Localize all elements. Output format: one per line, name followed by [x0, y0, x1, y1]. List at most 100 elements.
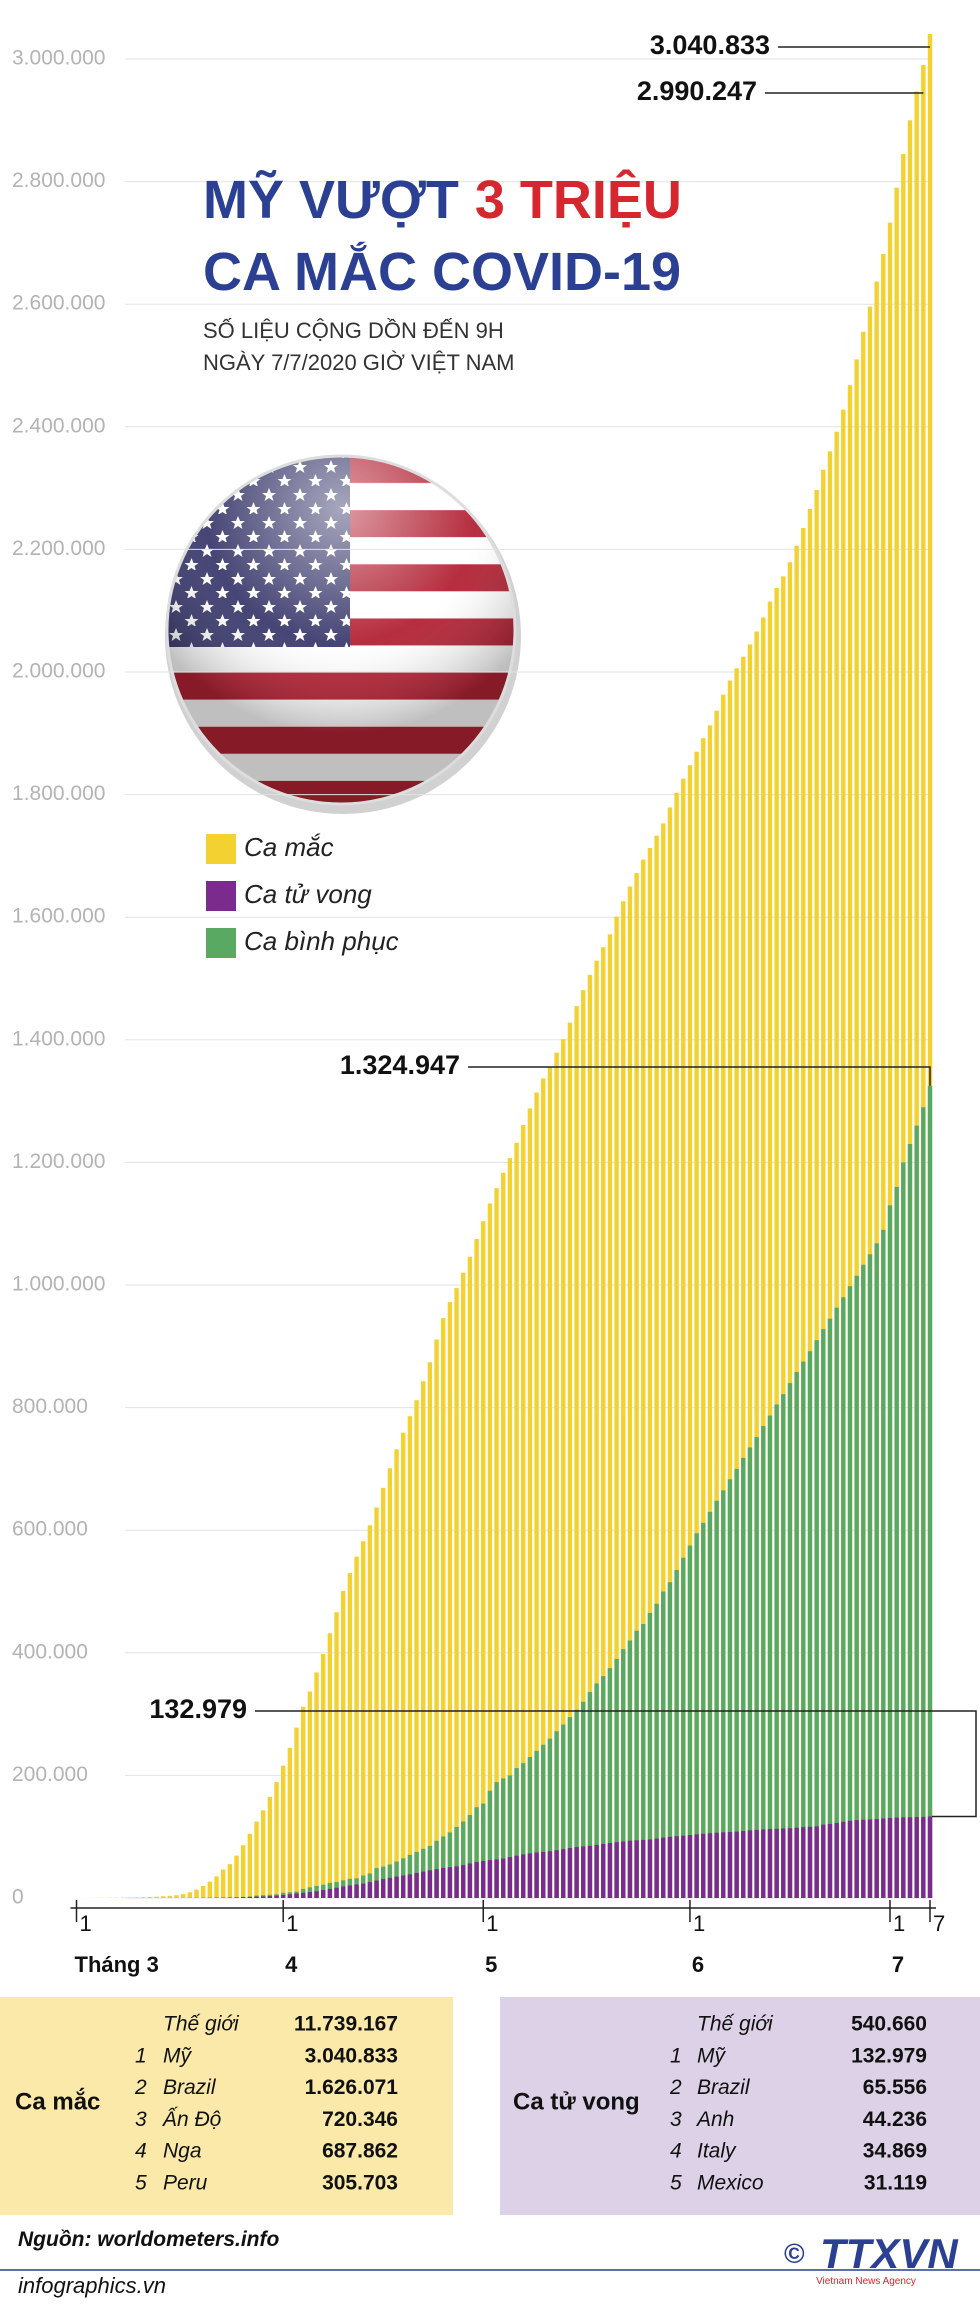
table-cell: 3 [135, 2108, 147, 2131]
bar [854, 1820, 858, 1898]
bar [928, 1816, 932, 1898]
bar [814, 1826, 818, 1898]
bar [881, 1818, 885, 1898]
bar [614, 1842, 618, 1898]
bar [421, 1381, 425, 1898]
table-cell: 5 [135, 2171, 147, 2194]
bar [354, 1884, 358, 1898]
y-tick-label: 800.000 [12, 1395, 88, 1418]
bar [794, 1372, 798, 1898]
legend-label: Ca mắc [244, 832, 334, 862]
bar [868, 1254, 872, 1898]
bar [548, 1851, 552, 1898]
y-tick-label: 1.000.000 [12, 1273, 105, 1296]
bar [768, 1416, 772, 1898]
bar [234, 1856, 238, 1898]
y-tick-label: 1.600.000 [12, 905, 105, 928]
bar [781, 1394, 785, 1898]
bar [341, 1887, 345, 1898]
bar [714, 1833, 718, 1898]
data-label: 2.990.247 [637, 76, 757, 106]
table-cell: Nga [163, 2140, 202, 2163]
us-flag-badge [160, 450, 530, 820]
bar [408, 1416, 412, 1898]
table-cell: 11.739.167 [294, 2013, 398, 2036]
bar [808, 1351, 812, 1898]
bar [528, 1853, 532, 1898]
table-cell: Mỹ [163, 2045, 192, 2068]
bar [494, 1859, 498, 1898]
bar [908, 1817, 912, 1898]
bar [381, 1488, 385, 1898]
bar [288, 1894, 292, 1898]
bar [188, 1892, 192, 1898]
bar [154, 1897, 158, 1898]
bar [781, 1829, 785, 1898]
bar [274, 1896, 278, 1898]
bar [821, 1825, 825, 1898]
bar [368, 1882, 372, 1898]
bar [361, 1884, 365, 1898]
agency: Vietnam News Agency [816, 2276, 916, 2287]
bar [881, 1230, 885, 1898]
bar [894, 1187, 898, 1898]
bar [848, 1286, 852, 1898]
x-tick-label: 1 [893, 1911, 905, 1936]
bar [248, 1897, 252, 1898]
bar [421, 1872, 425, 1898]
bar [448, 1302, 452, 1898]
y-tick-label: 2.400.000 [12, 414, 105, 437]
bar [888, 1818, 892, 1898]
bar [194, 1890, 198, 1898]
bar [501, 1859, 505, 1898]
bar [308, 1691, 312, 1898]
bar [161, 1896, 165, 1898]
bar [314, 1672, 318, 1898]
bar [834, 1823, 838, 1898]
bar [454, 1288, 458, 1898]
bar [801, 1362, 805, 1898]
bar [901, 1162, 905, 1898]
bar [921, 1817, 925, 1898]
bar [301, 1707, 305, 1898]
y-tick-label: 3.000.000 [12, 47, 105, 70]
table-cell: 2 [134, 2076, 147, 2099]
month-label: 6 [692, 1952, 704, 1977]
bar [721, 1832, 725, 1898]
table-cell: Mỹ [697, 2045, 726, 2068]
bar [674, 1836, 678, 1898]
bar [834, 1308, 838, 1898]
table-cell: 1.626.071 [305, 2076, 399, 2099]
bar [441, 1318, 445, 1898]
bar [554, 1850, 558, 1898]
y-tick-label: 1.800.000 [12, 782, 105, 805]
bar [474, 1862, 478, 1898]
bar [254, 1897, 258, 1898]
bar [201, 1886, 205, 1898]
x-tick-label: 1 [286, 1911, 298, 1936]
bar [348, 1573, 352, 1898]
source: Nguồn: worldometers.info [18, 2228, 279, 2251]
bar [688, 1835, 692, 1898]
bar [394, 1877, 398, 1898]
bar [181, 1894, 185, 1898]
month-label: 7 [892, 1952, 904, 1977]
bar [894, 1818, 898, 1898]
bar [634, 1840, 638, 1898]
bar [461, 1865, 465, 1898]
title-highlight: 3 TRIỆU [475, 169, 682, 230]
y-tick-label: 200.000 [12, 1763, 88, 1786]
table-cell: 305.703 [322, 2171, 398, 2194]
bar [361, 1541, 365, 1898]
y-tick-label: 2.600.000 [12, 292, 105, 315]
table-cell: 720.346 [322, 2108, 398, 2131]
bar [914, 1817, 918, 1898]
month-label: 4 [285, 1952, 298, 1977]
table-cell: Italy [697, 2140, 737, 2163]
y-tick-label: 1.200.000 [12, 1150, 105, 1173]
legend-swatch [206, 928, 236, 958]
bar [481, 1221, 485, 1898]
y-tick-label: 2.200.000 [12, 537, 105, 560]
table-cell: 1 [670, 2045, 682, 2068]
bar [794, 1828, 798, 1898]
